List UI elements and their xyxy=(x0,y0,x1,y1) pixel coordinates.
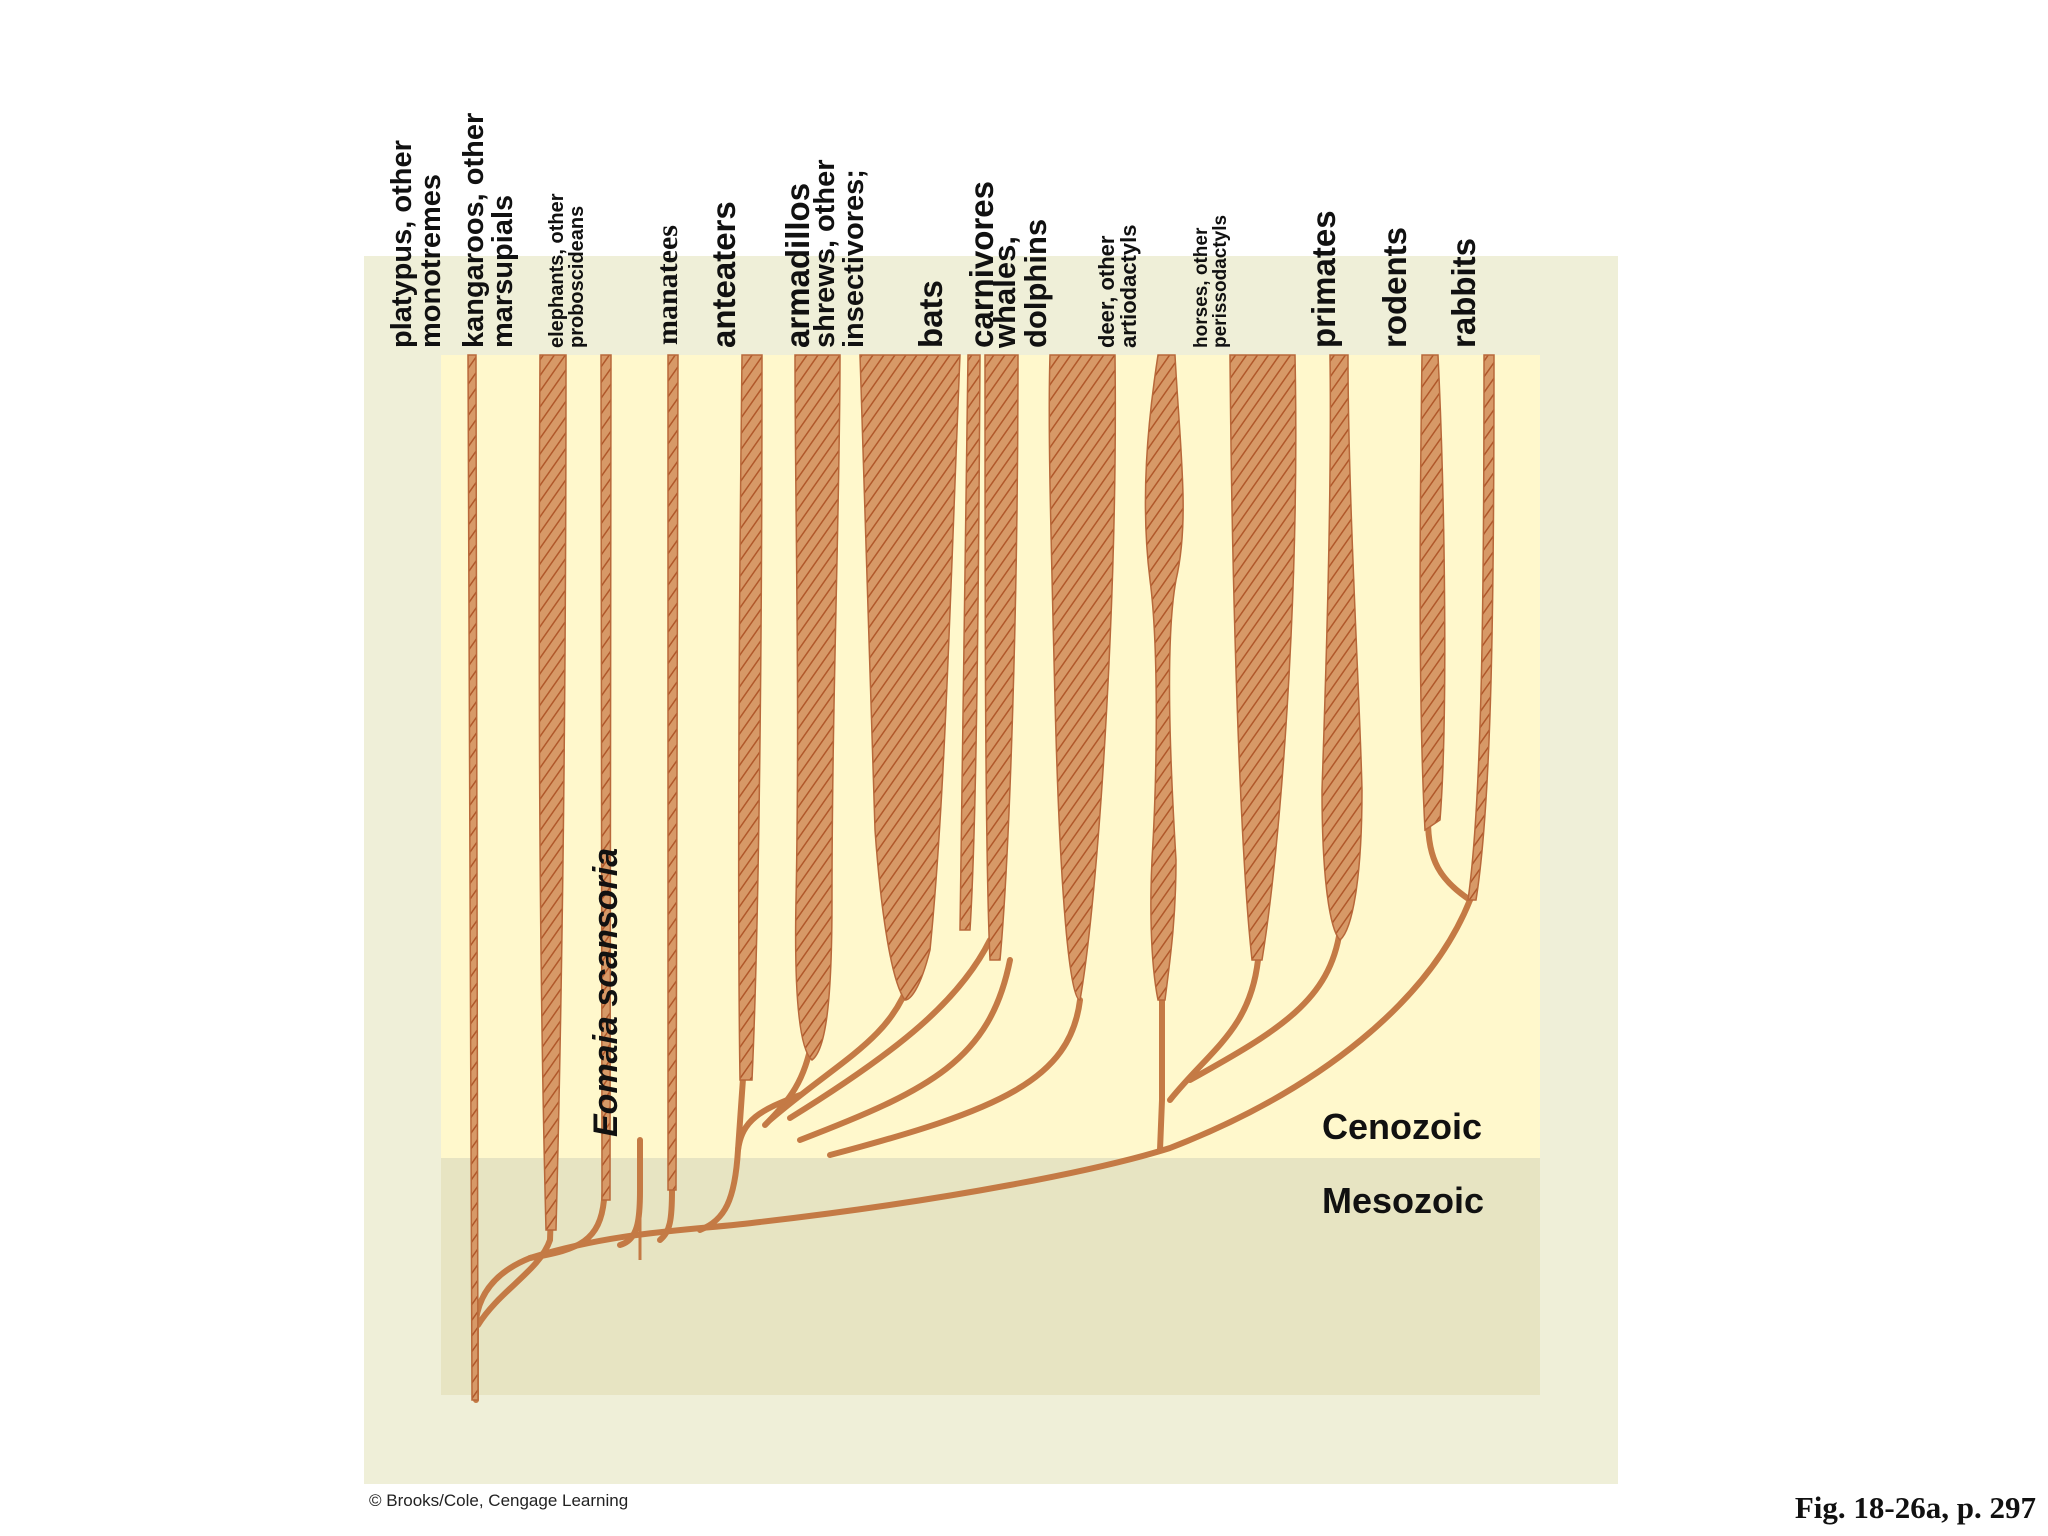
taxon-text-whales: whales, dolphins xyxy=(987,218,1053,348)
branch-marsupials xyxy=(475,1177,555,1328)
taxon-text-platypus: platypus, other monotremes xyxy=(386,140,447,348)
era-label-cenozoic: Cenozoic xyxy=(1322,1106,1483,1147)
lineage-proboscideans xyxy=(600,354,612,1201)
branch-eomaia xyxy=(617,1137,643,1248)
branch-carnivores xyxy=(797,957,1013,1143)
lineage-carnivores xyxy=(984,354,1019,961)
taxon-text-proboscideans: elephants, other proboscideans xyxy=(546,193,588,348)
lineage-manatees xyxy=(667,354,679,1191)
lineage-rodents xyxy=(1419,354,1446,832)
taxon-text-deer: deer, other artiodactyls xyxy=(1094,224,1141,349)
taxon-text-shrews: shrews, other insectivores; xyxy=(809,159,870,348)
branch-bats xyxy=(787,937,993,1121)
figure-reference: Fig. 18-26a, p. 297 xyxy=(1794,1490,2036,1525)
taxon-text-marsupials: kangaroos, other marsupials xyxy=(458,112,519,348)
era-label-mesozoic: Mesozoic xyxy=(1322,1180,1485,1221)
lineage-anteaters xyxy=(737,354,763,1081)
lineage-platypus xyxy=(467,354,479,1401)
branch-horses xyxy=(1167,957,1261,1103)
fossil-text-eomaia: Eomaia scansoria xyxy=(587,847,625,1137)
branch-whales xyxy=(827,997,1083,1158)
lineage-bats xyxy=(959,354,981,931)
branch-xenarthra xyxy=(697,1092,803,1233)
taxon-text-manatees: manatees xyxy=(651,225,684,345)
branch-root xyxy=(473,897,1473,1403)
lineage-marsupials xyxy=(538,354,567,1231)
branch-armadillos xyxy=(762,1037,815,1128)
taxon-text-primates: primates xyxy=(1305,210,1342,348)
lineage-primates xyxy=(1321,354,1363,942)
lineage-horses xyxy=(1229,354,1297,961)
lineage-rabbits xyxy=(1467,354,1495,901)
branch-deer xyxy=(1157,997,1165,1153)
taxon-text-rodents: rodents xyxy=(1376,226,1413,348)
mesozoic-region xyxy=(441,1158,1540,1395)
lineage-armadillos xyxy=(794,354,841,1061)
tree-branches xyxy=(473,817,1473,1403)
lineage-deer xyxy=(1144,354,1184,1001)
branch-glires xyxy=(1425,817,1473,903)
lineage-shrews xyxy=(859,354,961,1001)
branch-primates xyxy=(1187,927,1343,1083)
taxon-text-horses: horses, other perissodactyls xyxy=(1191,214,1231,348)
branch-proboscideans xyxy=(527,1157,609,1261)
branch-shrews xyxy=(767,977,913,1123)
copyright-credit: © Brooks/Cole, Cengage Learning xyxy=(369,1491,629,1510)
taxon-text-anteaters: anteaters xyxy=(705,201,742,348)
lineage-whales xyxy=(1048,354,1117,1001)
taxon-text-bats: bats xyxy=(912,280,949,348)
taxon-text-rabbits: rabbits xyxy=(1445,237,1482,348)
